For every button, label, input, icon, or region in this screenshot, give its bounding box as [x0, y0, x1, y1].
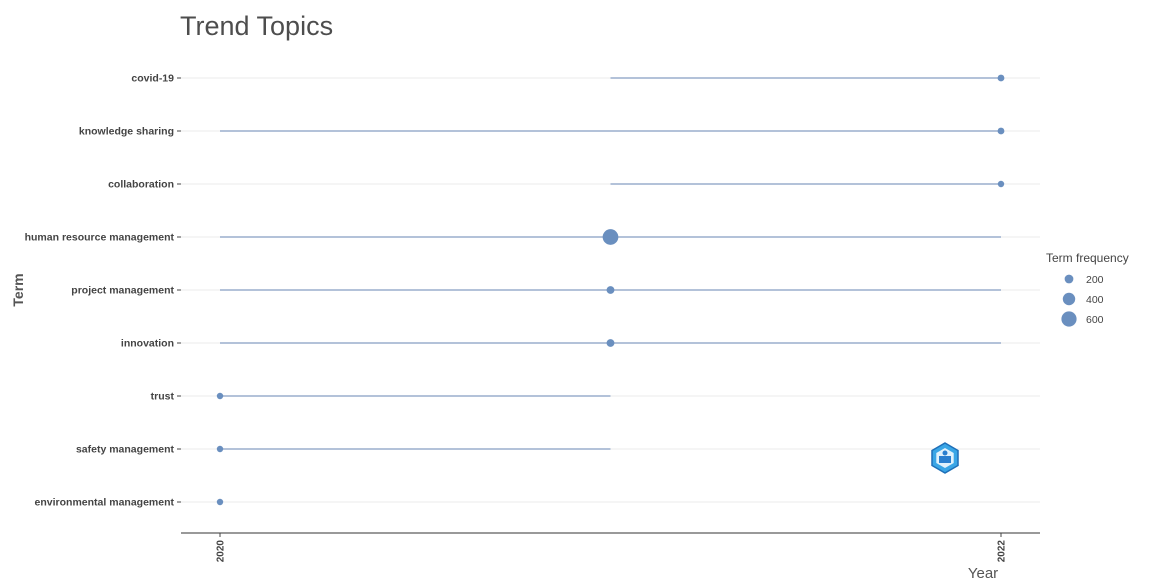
median-point [997, 127, 1005, 135]
legend-symbol [1062, 292, 1076, 306]
term-label: safety management [76, 444, 175, 456]
legend-label: 600 [1086, 314, 1104, 326]
legend-label: 400 [1086, 294, 1104, 306]
median-point [997, 74, 1005, 82]
median-point [997, 180, 1005, 188]
x-tick-label: 2020 [216, 540, 227, 563]
median-point [606, 286, 615, 294]
term-label: collaboration [108, 179, 174, 191]
term-label: human resource management [25, 232, 175, 244]
term-label: innovation [121, 338, 174, 350]
term-label: project management [71, 285, 174, 297]
legend-symbol [1061, 311, 1077, 327]
median-point [606, 339, 615, 347]
median-point [216, 498, 224, 506]
x-tick-label: 2022 [997, 540, 1008, 563]
x-axis-ticks: 2020 2022 [216, 533, 1008, 562]
legend: 200 400 600 [1061, 274, 1104, 327]
median-point [216, 445, 224, 453]
legend-label: 200 [1086, 274, 1104, 286]
legend-title: Term frequency [1046, 251, 1129, 265]
term-label: trust [151, 391, 175, 403]
y-axis-title: Term [10, 273, 26, 306]
legend-symbol [1064, 274, 1074, 284]
term-labels: covid-19 knowledge sharing collaboration hu… [25, 73, 181, 509]
chart-title: Trend Topics [180, 11, 333, 41]
term-label: environmental management [35, 497, 175, 509]
median-points [216, 74, 1005, 506]
term-label: knowledge sharing [79, 126, 174, 138]
hexagon-logo-icon [931, 442, 959, 474]
median-point [216, 392, 224, 400]
median-point [602, 229, 619, 245]
x-axis-title: Year [968, 565, 998, 579]
term-label: covid-19 [131, 73, 174, 85]
